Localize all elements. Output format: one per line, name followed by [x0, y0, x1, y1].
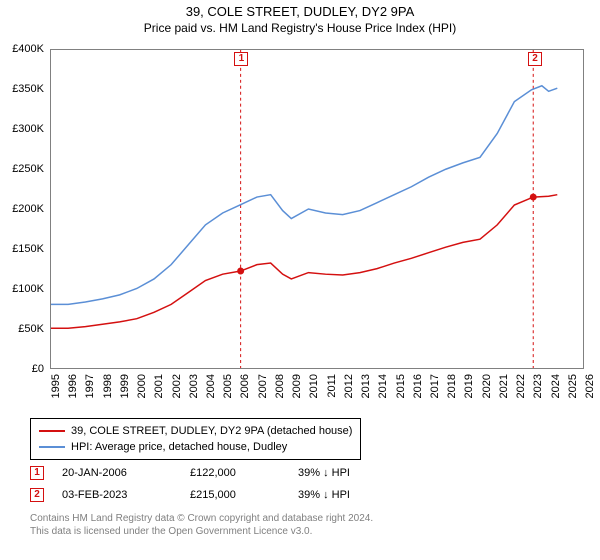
y-tick-label: £250K: [12, 163, 44, 175]
y-tick-label: £350K: [12, 83, 44, 95]
sale-flag-1: 1: [234, 52, 248, 66]
x-axis: 1995 1996 1997 1998 1999 2000 2001 2002 2003 2004…: [50, 370, 584, 410]
x-tick-label: 2024: [550, 374, 562, 398]
legend-row-property: 39, COLE STREET, DUDLEY, DY2 9PA (detach…: [39, 423, 352, 439]
x-tick-label: 2010: [308, 374, 320, 398]
sale-marker-dot: [530, 194, 537, 201]
x-tick-label: 2008: [274, 374, 286, 398]
x-tick-label: 2002: [171, 374, 183, 398]
x-tick-label: 2026: [584, 374, 596, 398]
sale-row-flag: 1: [30, 466, 44, 480]
title-address: 39, COLE STREET, DUDLEY, DY2 9PA: [0, 4, 600, 19]
y-tick-label: £400K: [12, 43, 44, 55]
series-hpi: [51, 86, 557, 305]
sale-row-delta: 39% ↓ HPI: [298, 489, 378, 501]
y-tick-label: £200K: [12, 203, 44, 215]
y-tick-label: £300K: [12, 123, 44, 135]
x-tick-label: 2022: [515, 374, 527, 398]
sale-row: 2 03-FEB-2023 £215,000 39% ↓ HPI: [30, 484, 378, 506]
x-tick-label: 2005: [222, 374, 234, 398]
legend-swatch-hpi: [39, 446, 65, 448]
title-subtitle: Price paid vs. HM Land Registry's House …: [0, 21, 600, 35]
x-tick-label: 2003: [188, 374, 200, 398]
y-tick-label: £100K: [12, 283, 44, 295]
y-tick-label: £0: [32, 363, 44, 375]
legend-label-property: 39, COLE STREET, DUDLEY, DY2 9PA (detach…: [71, 425, 352, 437]
x-tick-label: 2020: [481, 374, 493, 398]
footer: Contains HM Land Registry data © Crown c…: [30, 512, 373, 538]
sale-row-flag: 2: [30, 488, 44, 502]
x-tick-label: 2012: [343, 374, 355, 398]
y-tick-label: £150K: [12, 243, 44, 255]
x-tick-label: 1998: [102, 374, 114, 398]
x-tick-label: 2014: [377, 374, 389, 398]
sale-row-date: 03-FEB-2023: [62, 489, 172, 501]
x-tick-label: 1999: [119, 374, 131, 398]
legend: 39, COLE STREET, DUDLEY, DY2 9PA (detach…: [30, 418, 361, 460]
sale-row-price: £215,000: [190, 489, 280, 501]
y-axis: £0£50K£100K£150K£200K£250K£300K£350K£400…: [0, 49, 48, 369]
x-tick-label: 2013: [360, 374, 372, 398]
legend-swatch-property: [39, 430, 65, 432]
x-tick-label: 2021: [498, 374, 510, 398]
x-tick-label: 2001: [153, 374, 165, 398]
x-tick-label: 2007: [257, 374, 269, 398]
legend-label-hpi: HPI: Average price, detached house, Dudl…: [71, 441, 287, 453]
x-tick-label: 2011: [326, 374, 338, 398]
x-tick-label: 2019: [463, 374, 475, 398]
plot-svg: [51, 50, 583, 368]
x-tick-label: 2025: [567, 374, 579, 398]
sale-row-date: 20-JAN-2006: [62, 467, 172, 479]
footer-line1: Contains HM Land Registry data © Crown c…: [30, 512, 373, 525]
series-property: [51, 195, 557, 329]
x-tick-label: 1997: [84, 374, 96, 398]
x-tick-label: 2018: [446, 374, 458, 398]
chart: £0 £50K £100K £150K £200K £250K £300K £350K £400…: [0, 44, 600, 409]
x-tick-label: 1996: [67, 374, 79, 398]
footer-line2: This data is licensed under the Open Gov…: [30, 525, 373, 538]
x-tick-label: 2015: [395, 374, 407, 398]
x-tick-label: 2016: [412, 374, 424, 398]
sale-row-delta: 39% ↓ HPI: [298, 467, 378, 479]
legend-row-hpi: HPI: Average price, detached house, Dudl…: [39, 439, 352, 455]
sale-row-price: £122,000: [190, 467, 280, 479]
sale-row: 1 20-JAN-2006 £122,000 39% ↓ HPI: [30, 462, 378, 484]
x-tick-label: 2000: [136, 374, 148, 398]
x-tick-label: 2006: [239, 374, 251, 398]
x-tick-label: 2009: [291, 374, 303, 398]
sale-table: 1 20-JAN-2006 £122,000 39% ↓ HPI 2 03-FEB-202…: [30, 462, 378, 506]
sale-flag-2: 2: [528, 52, 542, 66]
x-tick-label: 1995: [50, 374, 62, 398]
x-tick-label: 2023: [532, 374, 544, 398]
plot-area: 12: [50, 49, 584, 369]
title-block: 39, COLE STREET, DUDLEY, DY2 9PA Price p…: [0, 0, 600, 37]
x-tick-label: 2004: [205, 374, 217, 398]
y-tick-label: £50K: [18, 323, 44, 335]
sale-marker-dot: [237, 268, 244, 275]
x-tick-label: 2017: [429, 374, 441, 398]
